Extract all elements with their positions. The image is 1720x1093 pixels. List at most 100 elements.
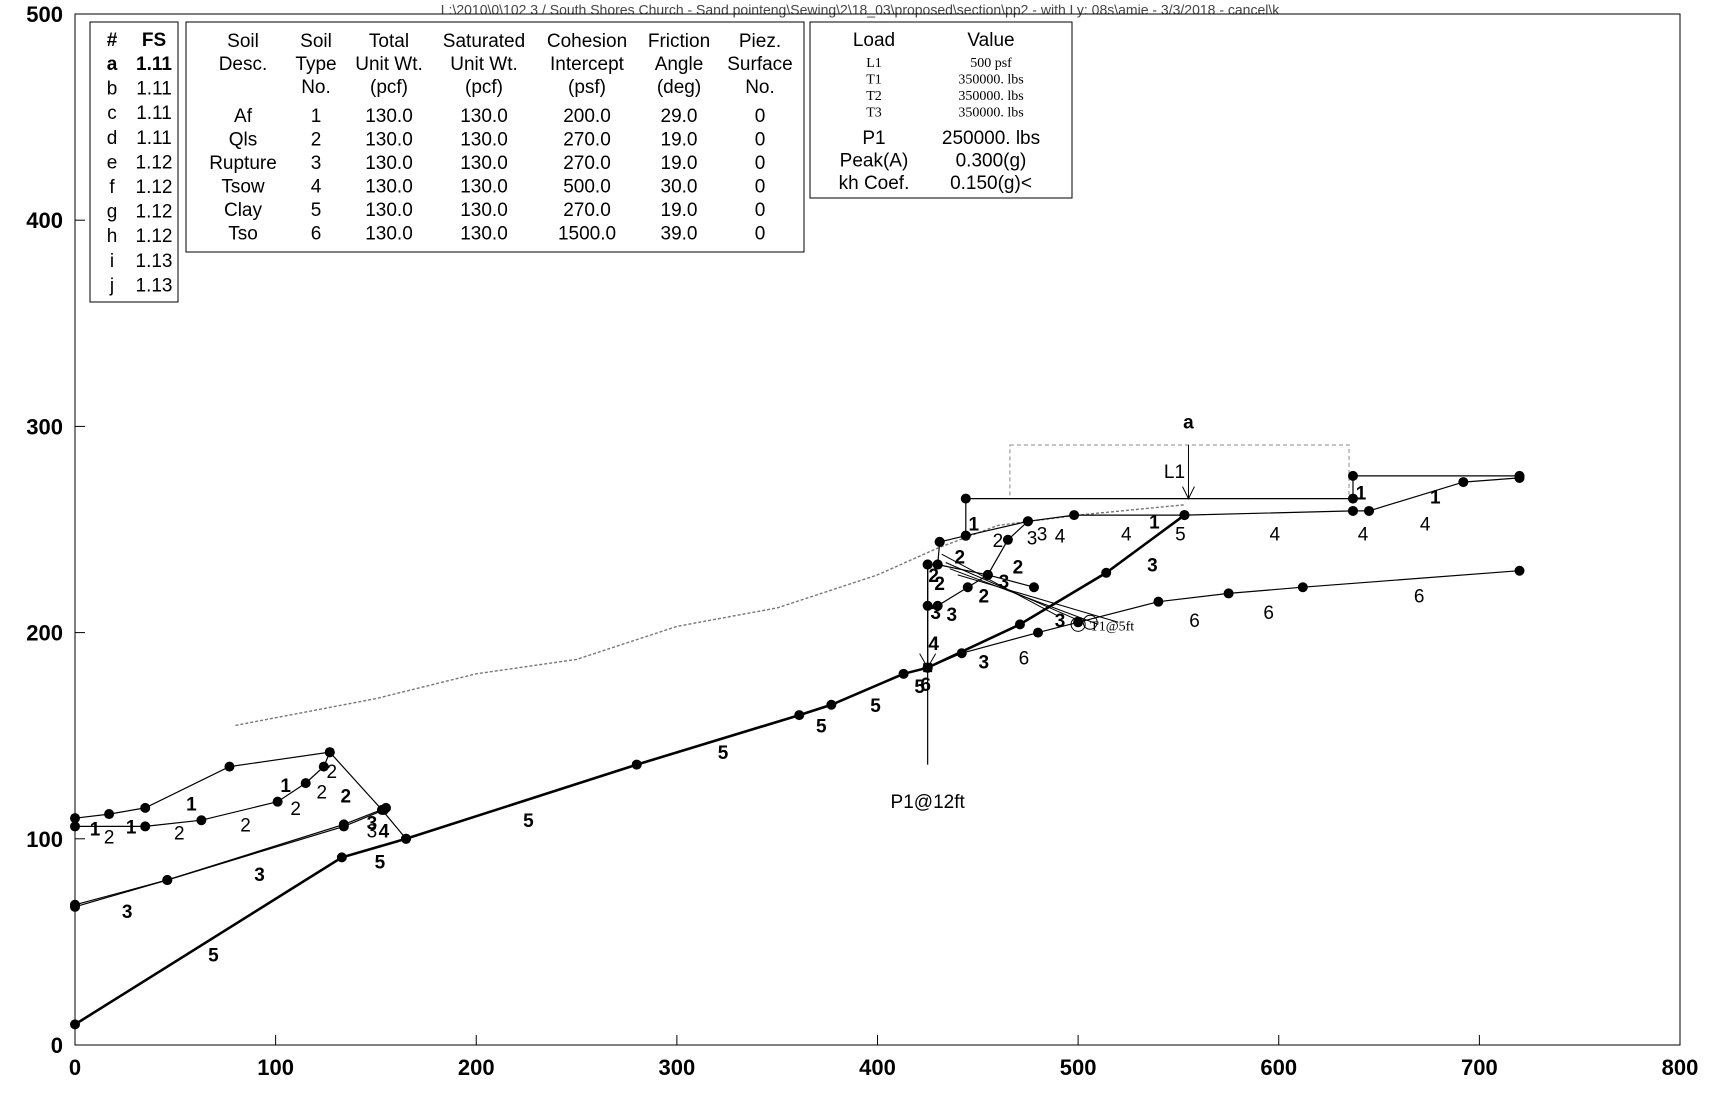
load-row-name: Peak(A) bbox=[840, 151, 909, 172]
load-table-header: Value bbox=[967, 30, 1014, 51]
x-tick-label: 400 bbox=[859, 1055, 896, 1080]
load-small-name: T3 bbox=[866, 106, 882, 121]
boundary-node bbox=[324, 747, 335, 758]
boundary-node bbox=[932, 559, 943, 570]
soil-table-cell: 0 bbox=[755, 224, 766, 245]
x-tick-label: 300 bbox=[659, 1055, 696, 1080]
soil-table-cell: 130.0 bbox=[365, 106, 413, 127]
fs-row-value: 1.11 bbox=[136, 103, 172, 124]
boundary-node bbox=[1458, 477, 1469, 488]
boundary-node bbox=[934, 536, 945, 547]
soil-table-cell: 270.0 bbox=[563, 200, 611, 221]
soil-table-cell: 30.0 bbox=[661, 177, 698, 198]
y-tick-label: 200 bbox=[26, 621, 63, 646]
soil-table-cell: 130.0 bbox=[460, 224, 508, 245]
boundary-node bbox=[962, 582, 973, 593]
load-row-value: 0.150(g)< bbox=[950, 173, 1032, 194]
soil-table-header: Friction bbox=[648, 31, 710, 52]
x-tick-label: 500 bbox=[1060, 1055, 1097, 1080]
soil-zone-label: 3 bbox=[1027, 529, 1038, 550]
soil-zone-label: 3 bbox=[946, 605, 957, 626]
soil-zone-label: 4 bbox=[1420, 514, 1431, 535]
fs-row-id: b bbox=[107, 79, 118, 100]
boundary-node bbox=[1297, 582, 1308, 593]
boundary-node bbox=[300, 778, 311, 789]
fs-row-value: 1.11 bbox=[136, 54, 172, 75]
soil-table-cell: 130.0 bbox=[365, 130, 413, 151]
soil-table-header: Surface bbox=[727, 54, 792, 75]
soil-zone-label: 2 bbox=[934, 574, 945, 595]
soil-table-cell: 5 bbox=[311, 200, 322, 221]
pile-box-marker bbox=[923, 663, 933, 673]
boundary-node bbox=[826, 699, 837, 710]
boundary-node bbox=[1101, 567, 1112, 578]
soil-zone-label: 5 bbox=[914, 677, 925, 698]
load-small-name: T2 bbox=[866, 89, 882, 104]
soil-zone-label: 1 bbox=[126, 817, 137, 838]
soil-table-header: Angle bbox=[655, 54, 704, 75]
boundary-node bbox=[70, 813, 80, 824]
x-tick-label: 100 bbox=[257, 1055, 294, 1080]
soil-table-cell: Rupture bbox=[209, 153, 277, 174]
soil-table-cell: 130.0 bbox=[460, 130, 508, 151]
soil-zone-label: 2 bbox=[240, 815, 251, 836]
soil-zone-label: 5 bbox=[1175, 525, 1186, 546]
x-tick-label: 0 bbox=[69, 1055, 81, 1080]
soil-table-cell: 0 bbox=[755, 153, 766, 174]
boundary-node bbox=[960, 493, 971, 504]
x-tick-label: 600 bbox=[1260, 1055, 1297, 1080]
fs-row-value: 1.12 bbox=[136, 226, 173, 247]
soil-zone-label: 1 bbox=[1356, 483, 1367, 504]
boundary-node bbox=[140, 821, 151, 832]
boundary-node bbox=[318, 761, 329, 772]
boundary-node bbox=[336, 852, 347, 863]
soil-table-cell: 500.0 bbox=[563, 177, 611, 198]
boundary-node bbox=[1347, 470, 1358, 481]
fs-row-value: 1.11 bbox=[136, 128, 172, 149]
soil-table-cell: 1 bbox=[311, 106, 322, 127]
boundary-node bbox=[1069, 510, 1080, 521]
soil-boundary-line bbox=[74, 809, 385, 908]
soil-zone-label: 2 bbox=[174, 824, 185, 845]
ground-surface-line bbox=[235, 504, 1185, 727]
soil-table-header: Saturated bbox=[443, 31, 525, 52]
soil-zone-label: 2 bbox=[928, 566, 939, 587]
soil-zone-label: 4 bbox=[928, 634, 939, 655]
boundary-node bbox=[338, 819, 349, 830]
soil-table-cell: 29.0 bbox=[661, 106, 698, 127]
soil-zone-label: 6 bbox=[1019, 648, 1030, 669]
boundary-node bbox=[162, 875, 173, 886]
load-l1-arrow-head bbox=[1182, 486, 1195, 500]
soil-zone-label: 1 bbox=[90, 819, 101, 840]
soil-table-cell: 3 bbox=[311, 153, 322, 174]
soil-zone-label: 2 bbox=[1013, 558, 1024, 579]
boundary-node bbox=[70, 821, 80, 832]
soil-zone-label: 5 bbox=[208, 945, 219, 966]
soil-table-cell: 0 bbox=[755, 177, 766, 198]
fs-row-id: d bbox=[107, 128, 118, 149]
soil-table-cell: 4 bbox=[311, 177, 322, 198]
tieback-anchor-line bbox=[949, 568, 1099, 625]
load-row-value: 0.300(g) bbox=[956, 151, 1027, 172]
soil-table-header: (pcf) bbox=[370, 77, 408, 98]
soil-zone-label: 5 bbox=[870, 696, 881, 717]
fs-row-id: i bbox=[110, 251, 114, 272]
soil-table-header: Desc. bbox=[219, 54, 268, 75]
soil-table-header: Type bbox=[295, 54, 336, 75]
load-table-frame bbox=[809, 21, 1073, 199]
fs-header: FS bbox=[142, 30, 166, 51]
load-table-header: Load bbox=[853, 30, 895, 51]
load-small-value: 350000. lbs bbox=[958, 106, 1023, 121]
soil-zone-label: 2 bbox=[104, 828, 115, 849]
soil-table-header: Soil bbox=[227, 31, 259, 52]
soil-zone-label: 2 bbox=[979, 586, 990, 607]
fs-row-id: h bbox=[107, 226, 118, 247]
soil-table-header: Piez. bbox=[739, 31, 781, 52]
fs-row-id: e bbox=[107, 152, 118, 173]
soil-table-cell: 130.0 bbox=[365, 200, 413, 221]
boundary-node bbox=[272, 796, 283, 807]
soil-zone-label: 2 bbox=[341, 786, 352, 807]
pile-p1-label: P1@12ft bbox=[891, 792, 966, 813]
soil-table-frame bbox=[185, 21, 805, 253]
